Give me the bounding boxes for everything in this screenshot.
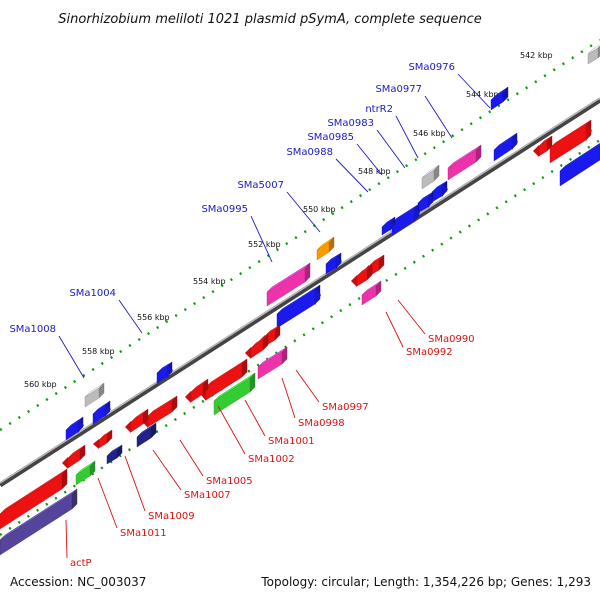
tick-label: 556 kbp [137,313,170,322]
gene-label-sma1007: SMa1007 [184,490,231,501]
gene-feature-gray-0 [587,44,600,65]
label-leaders [58,73,491,559]
map-title: Sinorhizobium meliloti 1021 plasmid pSym… [58,12,481,27]
gene-feature-pink-25 [257,346,288,380]
gene-feature-pink-3 [447,144,482,181]
gene-feature-blue-15 [92,400,111,425]
gene-feature-red-19 [533,135,553,157]
gene-feature-blue-1 [490,86,509,111]
gene-label-sma5007: SMa5007 [237,180,284,191]
gene-features [0,44,600,556]
gene-feature-red-36 [0,468,68,530]
leader-line-sma1001 [244,399,266,437]
gene-feature-red-34 [62,444,86,469]
gene-feature-blue-6 [417,191,434,214]
gene-feature-pink-11 [266,262,311,307]
gene-feature-green-27 [213,372,256,416]
gene-label-sma1001: SMa1001 [268,436,315,447]
leader-line-sma0985 [356,143,383,176]
leader-line-sma1009 [124,455,146,512]
leader-line-sma1008 [58,335,85,379]
gene-feature-red-32 [93,429,113,449]
topology-text: Topology: circular; Length: 1,354,226 bp… [260,575,591,589]
tick-label: 548 kbp [358,167,391,176]
gene-label-sma0998: SMa0998 [298,418,345,429]
leader-line-sma0988 [335,158,369,193]
gene-feature-blue-7 [391,203,420,236]
tick-label: 560 kbp [24,380,57,389]
leader-line-sma0992 [385,311,404,348]
tick-label: 544 kbp [466,90,499,99]
leader-line-sma1004 [118,299,143,334]
leader-line-sma0997 [295,369,320,403]
gene-feature-green-35 [75,460,96,486]
leader-line-actp [65,519,68,559]
leader-line-sma0998 [281,377,296,419]
gene-label-sma0985: SMa0985 [307,132,354,143]
gene-label-sma0995: SMa0995 [201,204,248,215]
gene-feature-red-24 [245,334,269,359]
gene-feature-gray-14 [84,382,105,408]
gene-feature-orange-9 [316,236,335,261]
gene-labels: SMa0976 SMa0977 ntrR2 SMa0983 SMa0985 SMa0988… [9,62,474,569]
tick-label: 546 kbp [413,129,446,138]
gene-feature-pink-22 [361,280,382,306]
gene-label-sma1009: SMa1009 [148,511,195,522]
leader-line-sma5007 [286,191,321,233]
leader-line-sma1011 [97,477,118,529]
tick-label: 558 kbp [82,347,115,356]
gene-label-sma1004: SMa1004 [69,288,116,299]
leader-line-sma0995 [250,215,273,263]
gene-feature-blue-10 [325,252,342,275]
leader-line-sma1007 [152,449,182,491]
tick-label: 542 kbp [520,51,553,60]
gene-label-sma0977: SMa0977 [375,84,422,95]
accession-text: Accession: NC_003037 [10,575,146,589]
gene-feature-blue-13 [156,361,173,384]
gene-feature-blue-5 [431,180,448,203]
gene-feature-blue-12 [276,284,321,329]
leader-line-ntrr2 [395,115,419,159]
gene-label-sma1005: SMa1005 [206,476,253,487]
gene-feature-navy-33 [106,444,123,465]
tick-label: 550 kbp [303,205,336,214]
leader-line-sma0983 [376,129,406,169]
gene-label-sma0990: SMa0990 [428,334,475,345]
gene-label-sma1002: SMa1002 [248,454,295,465]
gene-feature-blue-8 [381,216,396,236]
gene-label-ntrr2: ntrR2 [365,104,393,115]
gene-feature-blue-2 [493,132,518,162]
gene-label-sma0988: SMa0988 [286,147,333,158]
leader-line-sma0977 [424,95,453,139]
gene-feature-navy-31 [136,422,157,448]
gene-feature-red-17 [549,119,592,164]
gene-label-actp: actP [70,558,92,569]
gene-label-sma1011: SMa1011 [120,528,167,539]
gene-label-sma0983: SMa0983 [327,118,374,129]
leader-line-sma0990 [397,299,426,335]
leader-line-sma1005 [179,439,204,477]
gene-feature-red-28 [185,378,209,403]
gene-feature-gray-4 [421,164,440,190]
gene-feature-red-30 [125,408,149,433]
gene-label-sma1008: SMa1008 [9,324,56,335]
leader-line-sma0976 [457,73,491,109]
gene-feature-purple-37 [0,488,78,556]
gene-feature-blue-18 [559,143,600,187]
gene-label-sma0976: SMa0976 [408,62,455,73]
gene-feature-blue-16 [65,416,84,441]
gene-feature-red-26 [200,358,248,401]
gene-label-sma0997: SMa0997 [322,402,369,413]
leader-line-sma1002 [217,405,246,455]
tick-label: 554 kbp [193,277,226,286]
gene-label-sma0992: SMa0992 [406,347,453,358]
gene-feature-red-21 [351,264,373,287]
